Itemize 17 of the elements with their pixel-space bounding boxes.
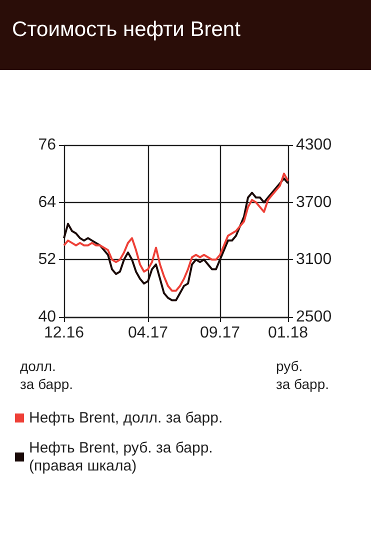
y-tick-label: 76 [38,136,56,154]
y2-tick-label: 3700 [296,194,332,211]
y-tick-label: 64 [38,194,56,211]
legend-label: Нефть Brent, руб. за барр. (правая шкала) [29,440,213,474]
y2-axis-title: руб. за барр. [276,358,330,392]
y-tick-label: 52 [38,251,56,268]
legend-label: Нефть Brent, долл. за барр. [29,410,223,426]
y2-tick-label: 4300 [296,136,332,154]
y-tick-label: 40 [38,308,56,326]
chart-title: Стоимость нефти Brent [0,0,371,70]
y-axis-title: долл. за барр. [20,358,74,392]
y2-tick-label: 3100 [296,251,332,268]
x-tick-label: 01.18 [268,324,308,342]
x-tick-label: 04.17 [128,324,168,342]
y2-tick-label: 2500 [296,308,332,326]
x-tick-label: 09.17 [200,324,240,342]
x-tick-label: 12.16 [44,324,84,342]
